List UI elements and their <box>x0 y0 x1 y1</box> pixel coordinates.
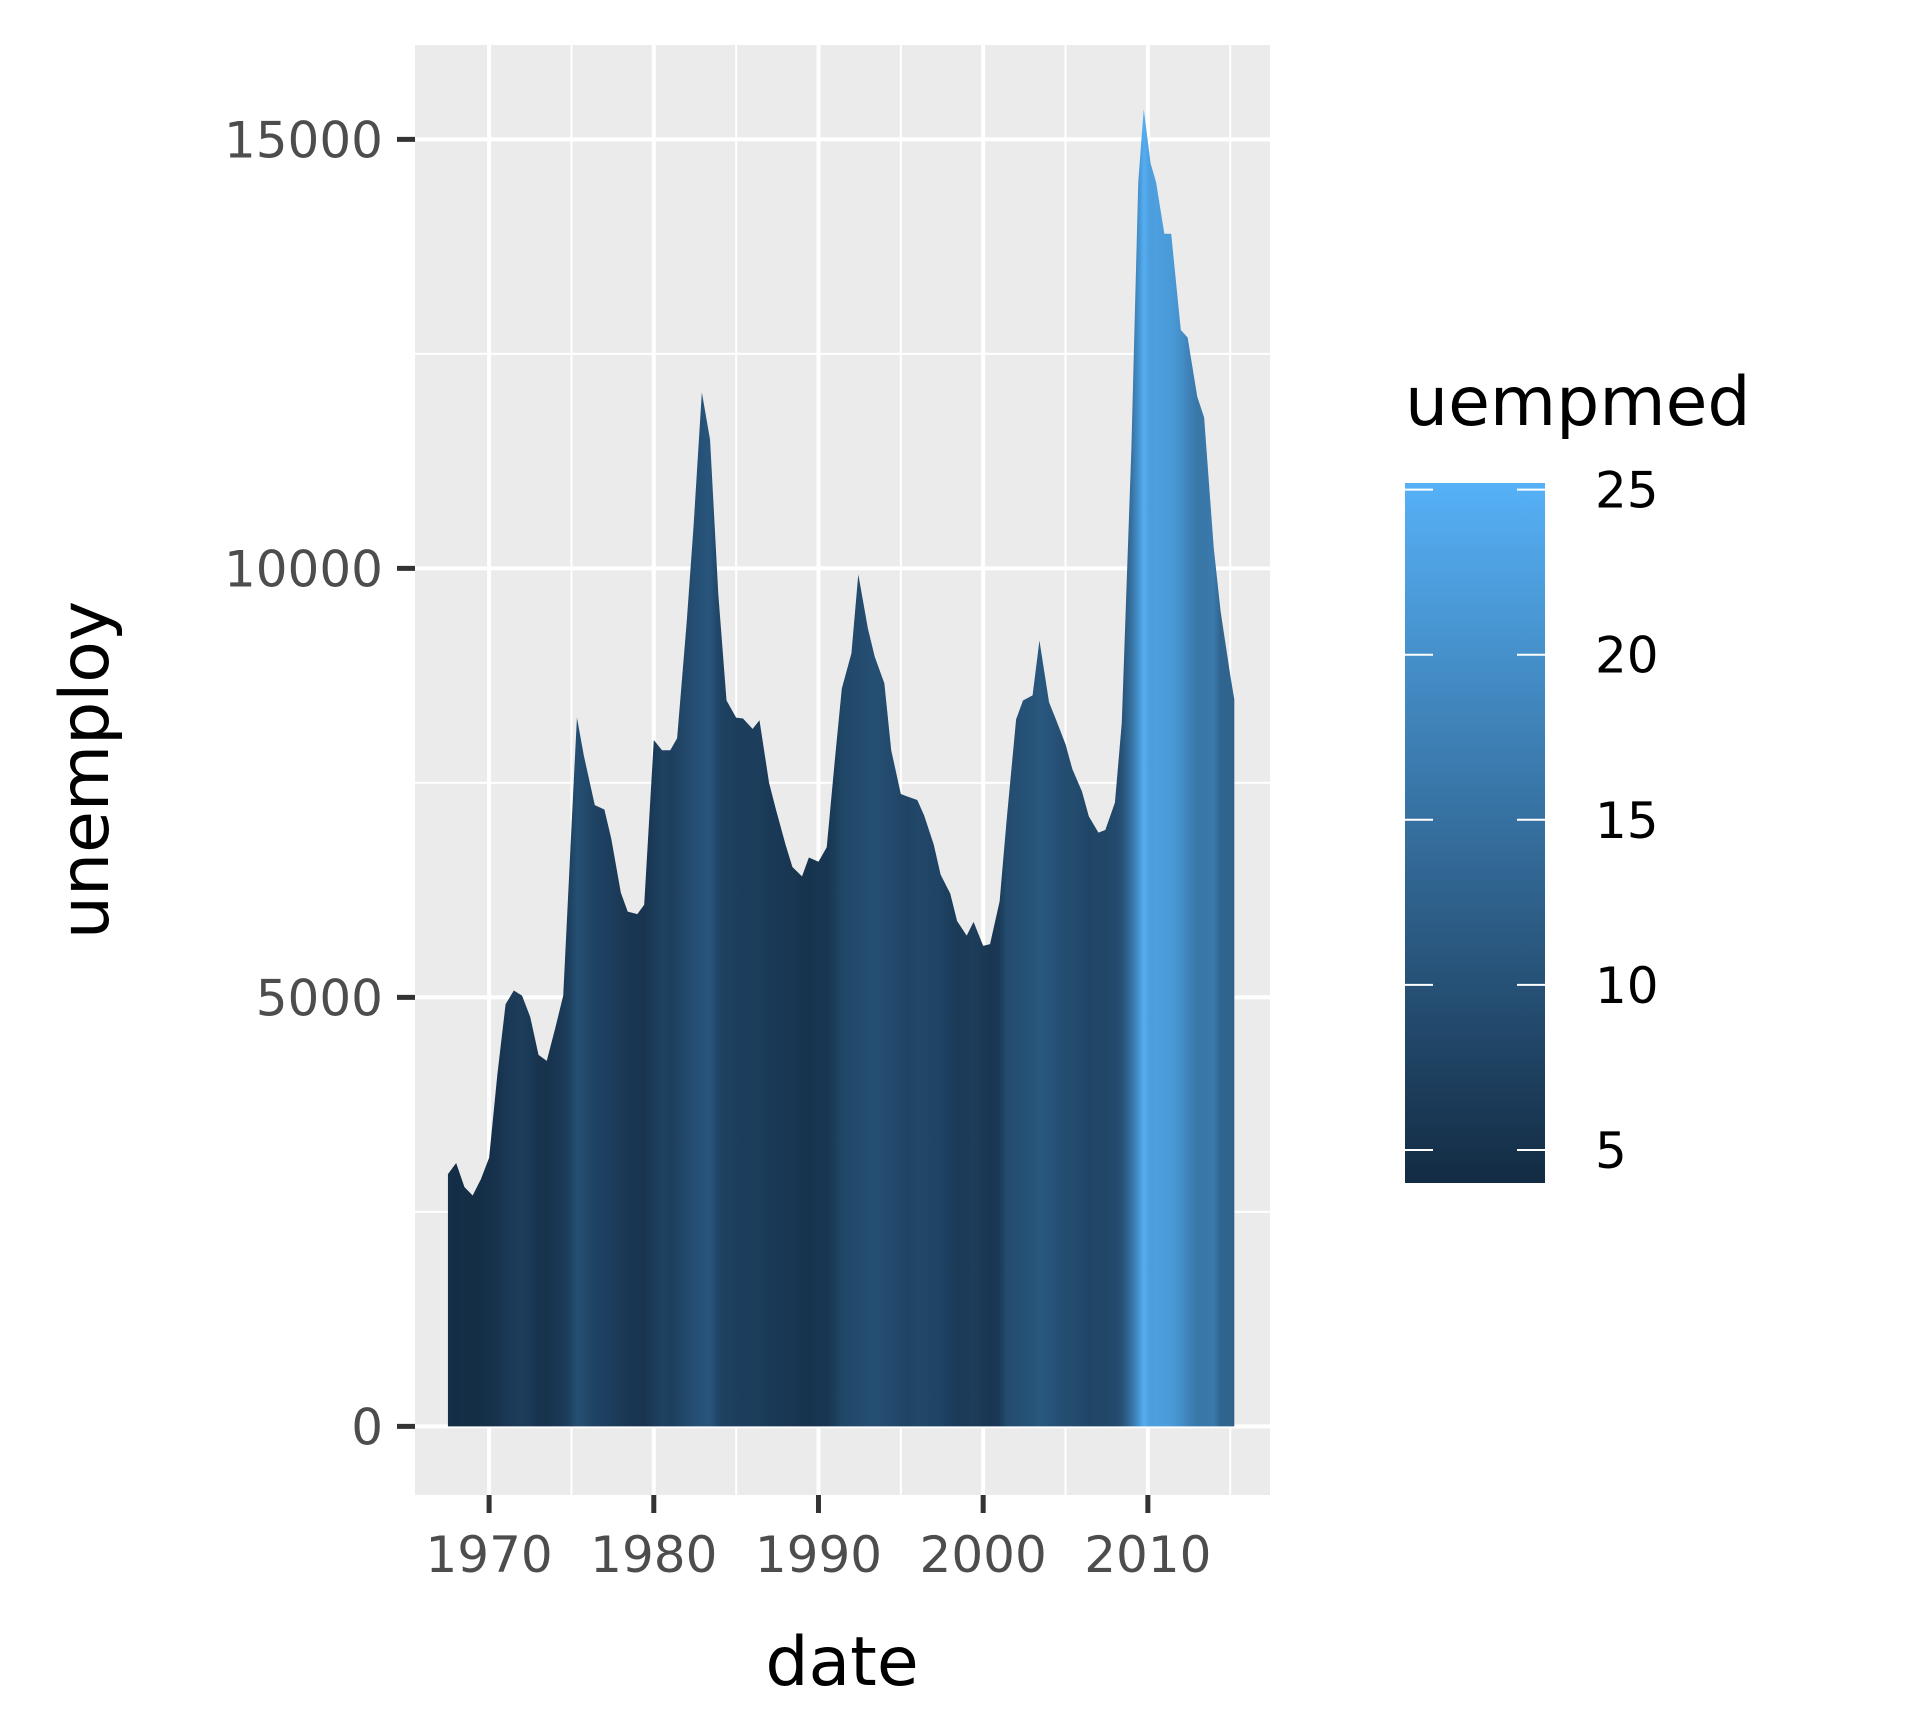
x-axis-title: date <box>765 1623 918 1702</box>
x-axis: 1970 1980 1990 2000 2010 <box>425 1495 1211 1584</box>
legend-tick-label: 15 <box>1595 792 1659 850</box>
x-tick-label: 1970 <box>425 1526 552 1584</box>
legend-tick-label: 25 <box>1595 462 1659 520</box>
area-series-unemploy <box>447 109 1235 1427</box>
x-tick-label: 1980 <box>590 1526 717 1584</box>
y-tick-label: 15000 <box>224 111 383 169</box>
y-tick-label: 5000 <box>256 969 383 1027</box>
legend-tick-label: 20 <box>1595 627 1659 685</box>
legend-colorbar <box>1405 483 1545 1183</box>
legend-title: uempmed <box>1405 363 1751 442</box>
y-axis: 0 5000 10000 15000 <box>224 111 415 1456</box>
x-tick-label: 2010 <box>1084 1526 1211 1584</box>
x-tick-label: 1990 <box>755 1526 882 1584</box>
legend-ticks: 5 10 15 20 25 <box>1405 462 1659 1180</box>
legend: uempmed 5 10 15 20 25 <box>1405 363 1751 1183</box>
legend-tick-label: 5 <box>1595 1122 1627 1180</box>
legend-tick-label: 10 <box>1595 957 1659 1015</box>
y-tick-label: 0 <box>351 1398 383 1456</box>
y-tick-label: 10000 <box>224 540 383 598</box>
y-axis-title: unemploy <box>46 601 125 939</box>
x-tick-label: 2000 <box>920 1526 1047 1584</box>
